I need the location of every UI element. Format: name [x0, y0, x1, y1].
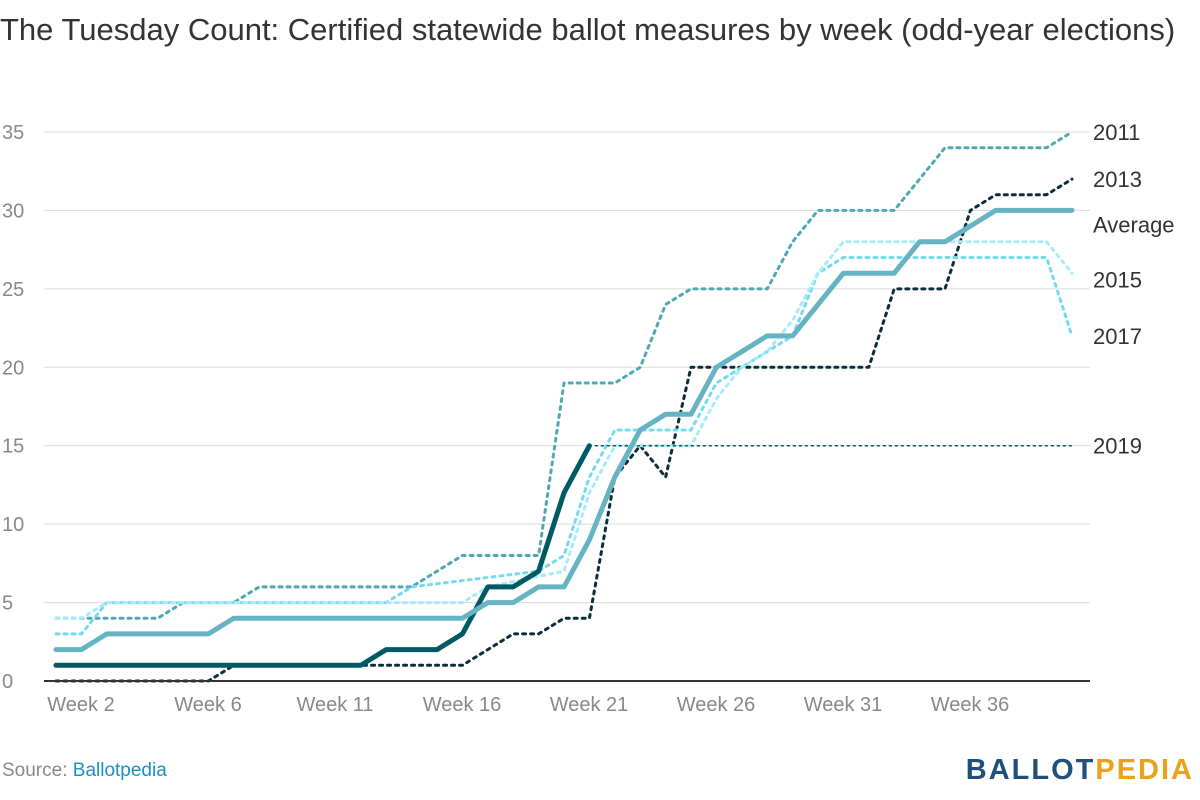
source-link[interactable]: Ballotpedia	[72, 760, 167, 781]
series-line-average-solid-bold	[53, 207, 1075, 653]
footer: Source: Ballotpedia BALLOTPEDIA	[0, 754, 1200, 786]
y-tick-label-0: 0	[2, 671, 13, 693]
end-label-2015: 2015	[1093, 267, 1142, 292]
y-tick-label-25: 25	[2, 279, 24, 301]
logo-part-pedia: PEDIA	[1095, 754, 1194, 786]
end-label-2013: 2013	[1093, 167, 1142, 192]
y-tick-label-10: 10	[2, 514, 24, 536]
chart-title: The Tuesday Count: Certified statewide b…	[0, 12, 1176, 47]
ballotpedia-logo: BALLOTPEDIA	[966, 754, 1194, 787]
logo-part-ballot: BALLOT	[965, 754, 1096, 786]
x-tick-label-week-11: Week 11	[296, 694, 373, 716]
end-label-2019: 2019	[1093, 434, 1142, 459]
y-tick-label-15: 15	[2, 436, 24, 458]
end-label-average: Average	[1093, 213, 1175, 238]
x-tick-label-week-6: Week 6	[174, 694, 241, 716]
y-tick-label-5: 5	[2, 593, 13, 615]
label-layer: 2011 2013 Average 2015 2017 2019	[1093, 120, 1175, 459]
y-tick-label-20: 20	[2, 357, 24, 379]
y-tick-label-30: 30	[2, 200, 24, 222]
grid-layer	[44, 131, 1090, 604]
x-tick-label-week-21: Week 21	[550, 694, 629, 716]
source-label: Source:	[2, 760, 73, 781]
series-line-2017-dotted	[54, 240, 1074, 620]
axis-layer: 0 5 10 15 20 25 30 35 Week 2 Week 6 Week 11 Week 16…	[2, 122, 1090, 716]
end-label-2011: 2011	[1093, 120, 1140, 145]
x-tick-label-week-31: Week 31	[804, 694, 883, 716]
source-credit: Source: Ballotpedia	[2, 760, 167, 782]
end-label-2017: 2017	[1093, 324, 1142, 349]
series-line-2013-dotted	[54, 177, 1074, 683]
y-tick-label-35: 35	[2, 122, 24, 144]
series-layer	[53, 130, 1075, 683]
x-tick-label-week-36: Week 36	[931, 694, 1010, 716]
x-tick-label-week-26: Week 26	[677, 694, 756, 716]
line-chart: 0 5 10 15 20 25 30 35 Week 2 Week 6 Week 11 Week 16…	[2, 120, 1175, 716]
x-tick-label-week-2: Week 2	[47, 694, 114, 716]
x-tick-label-week-16: Week 16	[423, 694, 502, 716]
series-line-2011-dotted	[54, 130, 1074, 620]
